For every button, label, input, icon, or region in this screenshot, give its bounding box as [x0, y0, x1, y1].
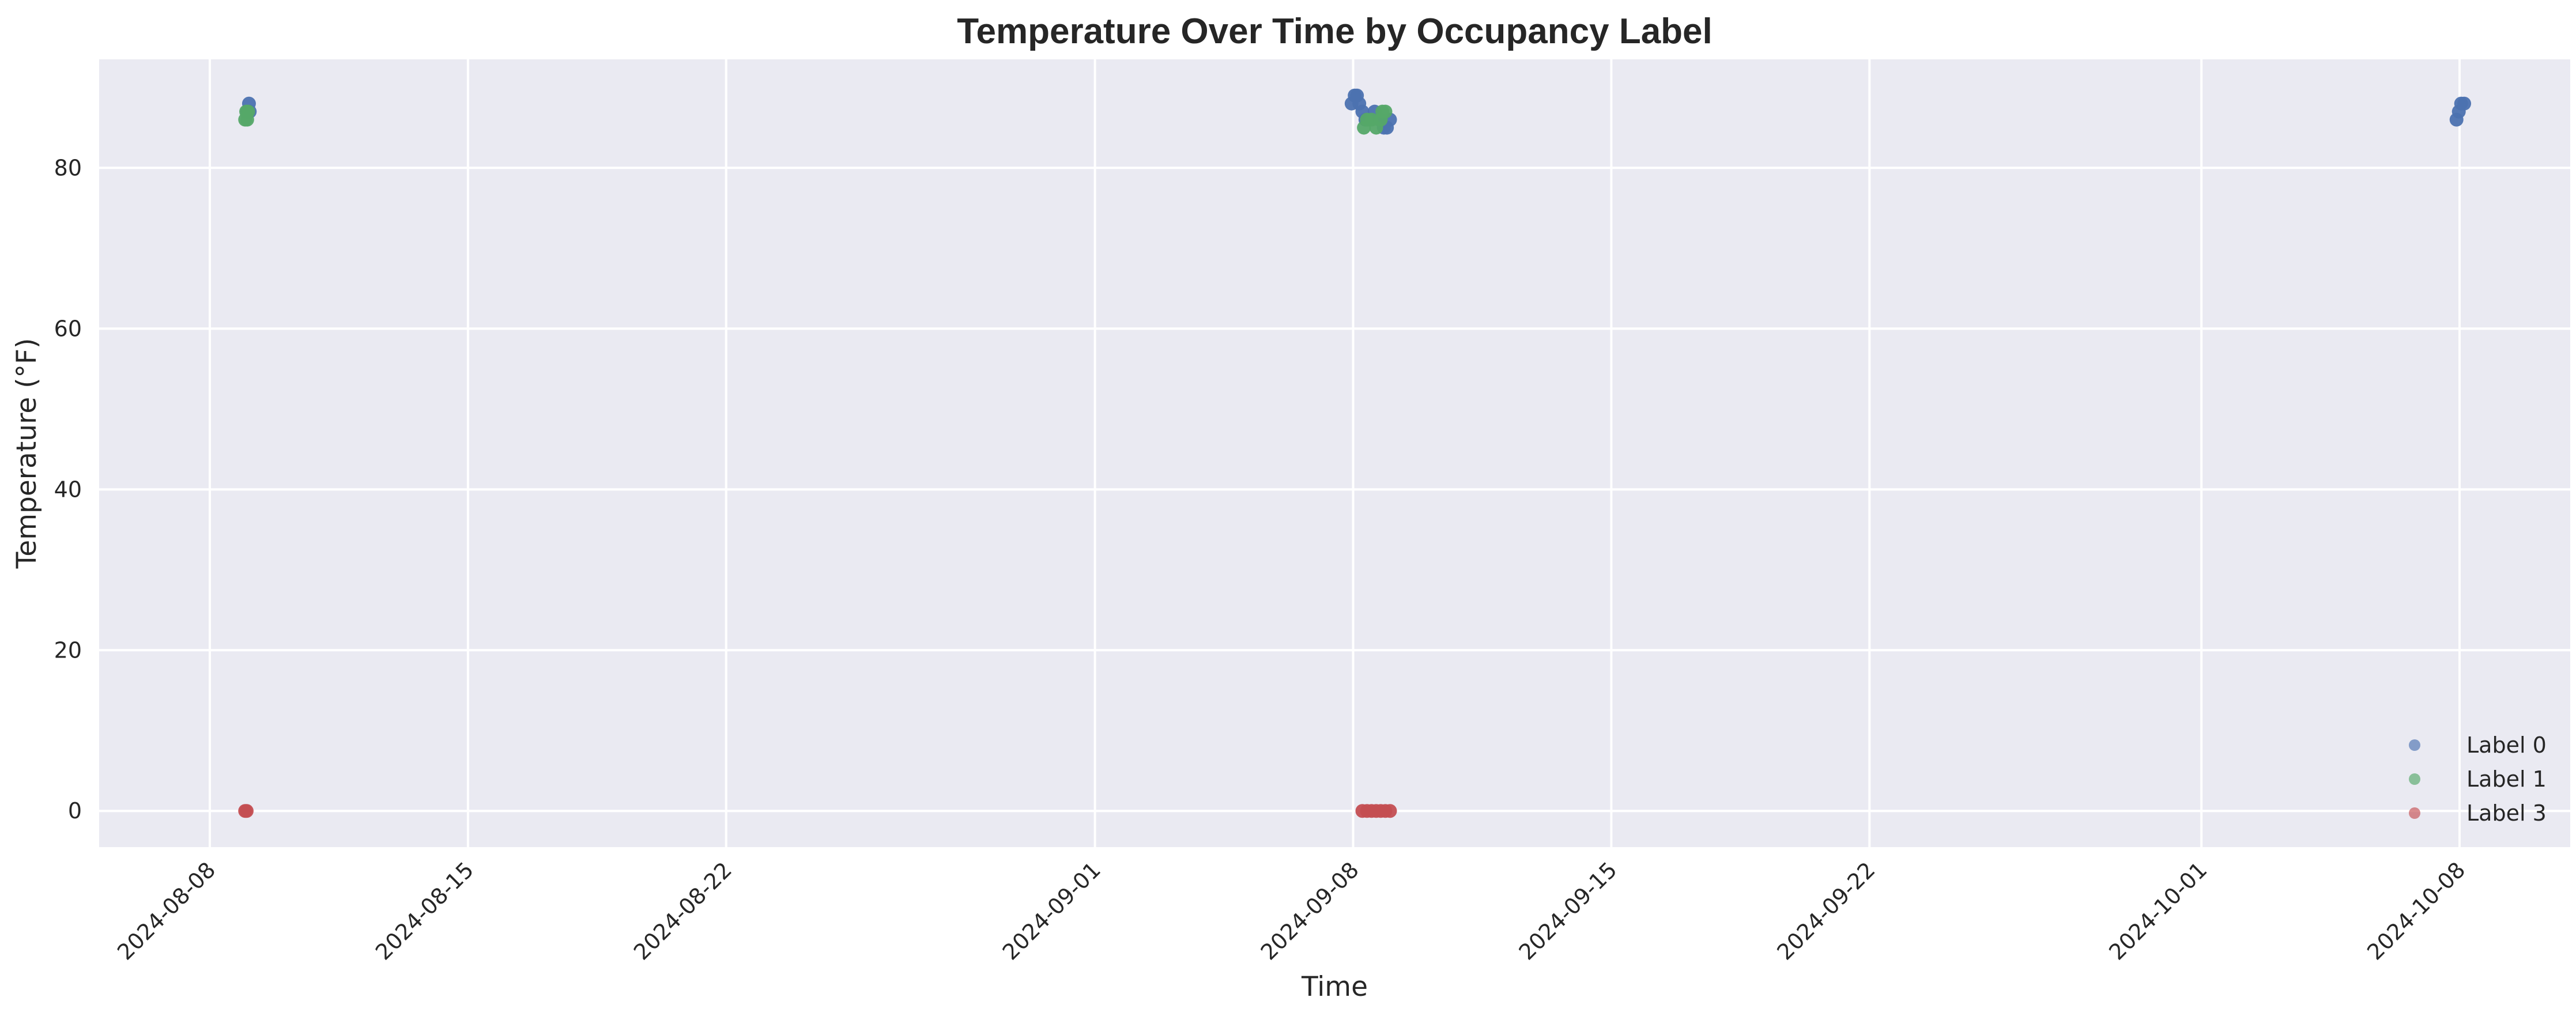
legend-item: Label 3 — [2409, 800, 2547, 826]
legend-label: Label 0 — [2466, 732, 2547, 758]
x-tick-label: 2024-10-01 — [2104, 857, 2212, 965]
legend-label: Label 1 — [2466, 766, 2547, 792]
data-point — [2457, 96, 2472, 111]
x-tick-label: 2024-10-08 — [2362, 857, 2470, 965]
chart-title: Temperature Over Time by Occupancy Label — [957, 12, 1713, 51]
data-points — [238, 88, 2472, 818]
y-tick-label: 20 — [54, 637, 82, 663]
series-label-1 — [238, 104, 1393, 135]
series-label-3 — [238, 804, 1397, 818]
plot-area — [99, 59, 2570, 847]
y-tick-label: 80 — [54, 155, 82, 180]
data-point — [239, 804, 254, 818]
x-tick-label: 2024-09-08 — [1256, 857, 1364, 965]
x-tick-label: 2024-09-22 — [1772, 857, 1880, 965]
x-tick-label: 2024-09-15 — [1514, 857, 1621, 965]
y-tick-label: 0 — [68, 798, 82, 823]
legend-label: Label 3 — [2466, 800, 2547, 826]
legend-marker — [2409, 807, 2420, 819]
x-tick-label: 2024-08-22 — [629, 857, 737, 965]
data-point — [1383, 804, 1397, 818]
x-axis-label: Time — [1301, 971, 1368, 1003]
legend-item: Label 1 — [2409, 766, 2547, 792]
legend-marker — [2409, 739, 2420, 751]
data-point — [241, 104, 255, 119]
y-axis-label: Temperature (°F) — [11, 338, 43, 569]
y-tick-label: 60 — [54, 316, 82, 341]
legend-marker — [2409, 773, 2420, 785]
x-tick-label: 2024-09-01 — [998, 857, 1106, 965]
legend: Label 0 Label 1 Label 3 — [2409, 732, 2547, 826]
grid-lines — [99, 59, 2570, 847]
x-tick-label: 2024-08-15 — [371, 857, 478, 965]
data-point — [1378, 104, 1393, 119]
y-tick-label: 40 — [54, 477, 82, 502]
legend-item: Label 0 — [2409, 732, 2547, 758]
x-tick-label: 2024-08-08 — [112, 857, 220, 965]
